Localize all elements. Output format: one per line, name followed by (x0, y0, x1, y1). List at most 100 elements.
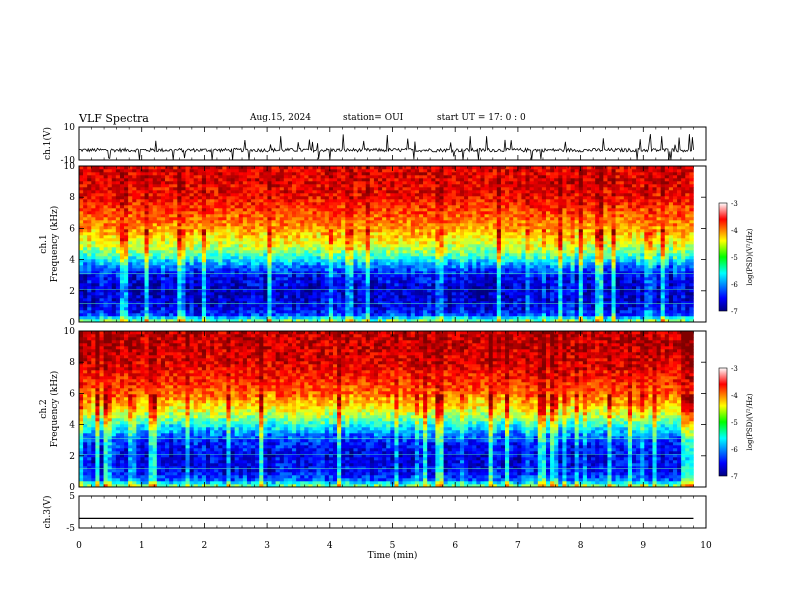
spectrogram-cell (185, 178, 190, 182)
spectrogram-cell (459, 313, 465, 317)
spectrogram-cell (144, 205, 149, 209)
spectrogram-cell (312, 220, 317, 224)
spectrogram-cell (324, 193, 330, 197)
spectrogram-cell (95, 199, 100, 203)
spectrogram-cell (169, 193, 174, 197)
spectrogram-cell (308, 316, 313, 320)
spectrogram-cell (369, 199, 375, 203)
spectrogram-cell (79, 253, 84, 257)
spectrogram-cell (144, 241, 149, 245)
spectrogram-cell (271, 205, 276, 209)
spectrogram-cell (447, 277, 453, 281)
spectrogram-cell (410, 193, 416, 197)
spectrogram-cell (87, 298, 92, 302)
spectrogram-cell (271, 238, 276, 242)
spectrogram-cell (156, 223, 162, 227)
spectrogram-cell (238, 229, 244, 233)
spectrogram-cell (378, 190, 383, 194)
spectrogram-cell (386, 208, 391, 212)
spectrogram-cell (107, 265, 113, 269)
spectrogram-cell (91, 211, 96, 215)
spectrogram-cell (259, 202, 264, 206)
spectrogram-cell (115, 214, 121, 218)
spectrogram-cell (349, 232, 354, 236)
spectrogram-cell (160, 298, 166, 302)
spectrogram-cell (115, 292, 121, 296)
spectrogram-cell (345, 292, 350, 296)
spectrogram-cell (152, 169, 158, 173)
spectrogram-cell (160, 313, 166, 317)
spectrogram-cell (263, 247, 268, 251)
spectrogram-cell (324, 205, 330, 209)
spectrogram-cell (185, 187, 190, 191)
spectrogram-cell (304, 310, 309, 314)
spectrogram-cell (300, 187, 305, 191)
spectrogram-cell (406, 238, 412, 242)
spectrogram-cell (365, 235, 371, 239)
spectrogram-cell (107, 319, 113, 323)
spectrogram-cell (111, 298, 117, 302)
spectrogram-cell (365, 295, 371, 299)
spectrogram-cell (267, 235, 272, 239)
spectrogram-cell (312, 304, 317, 308)
spectrogram-cell (234, 286, 240, 290)
spectrogram-cell (431, 205, 436, 209)
spectrogram-cell (263, 253, 268, 257)
spectrogram-cell (345, 298, 350, 302)
spectrogram-cell (402, 211, 408, 215)
spectrogram-cell (197, 271, 203, 275)
spectrogram-cell (119, 289, 125, 293)
spectrogram-cell (292, 202, 297, 206)
spectrogram-cell (451, 211, 457, 215)
spectrogram-cell (296, 238, 301, 242)
spectrogram-cell (99, 274, 104, 278)
spectrogram-cell (95, 256, 100, 260)
spectrogram-cell (341, 301, 346, 305)
spectrogram-cell (373, 169, 379, 173)
spectrogram-cell (439, 274, 444, 278)
spectrogram-cell (99, 238, 104, 242)
spectrogram-cell (140, 229, 145, 233)
spectrogram-cell (382, 175, 387, 179)
spectrogram-cell (222, 280, 227, 284)
spectrogram-cell (148, 298, 154, 302)
spectrogram-cell (259, 232, 264, 236)
spectrogram-cell (414, 277, 420, 281)
spectrogram-cell (251, 241, 256, 245)
spectrogram-cell (349, 265, 354, 269)
spectrogram-cell (337, 256, 342, 260)
spectrogram-cell (349, 247, 354, 251)
spectrogram-cell (423, 277, 428, 281)
spectrogram-cell (332, 217, 338, 221)
spectrogram-cell (292, 229, 297, 233)
spectrogram-cell (132, 277, 137, 281)
spectrogram-cell (87, 169, 92, 173)
spectrogram-cell (99, 265, 104, 269)
spectrogram-cell (296, 259, 301, 263)
spectrogram-cell (103, 307, 108, 311)
spectrogram-cell (222, 250, 227, 254)
spectrogram-cell (79, 169, 84, 173)
spectrogram-cell (394, 265, 399, 269)
spectrogram-cell (451, 313, 457, 317)
spectrogram-cell (115, 169, 121, 173)
spectrogram-cell (275, 238, 281, 242)
spectrogram-cell (201, 247, 207, 251)
spectrogram-cell (275, 220, 281, 224)
spectrogram-cell (304, 187, 309, 191)
spectrogram-cell (152, 262, 158, 266)
spectrogram-cell (402, 280, 408, 284)
spectrogram-cell (160, 181, 166, 185)
spectrogram-cell (205, 223, 211, 227)
spectrogram-cell (435, 268, 440, 272)
spectrogram-cell (263, 298, 268, 302)
spectrogram-cell (402, 205, 408, 209)
spectrogram-cell (230, 196, 235, 200)
spectrogram-cell (308, 283, 313, 287)
spectrogram-cell (324, 184, 330, 188)
spectrogram-cell (304, 238, 309, 242)
spectrogram-cell (140, 286, 145, 290)
spectrogram-cell (296, 217, 301, 221)
spectrogram-cell (365, 247, 371, 251)
spectrogram-cell (414, 175, 420, 179)
